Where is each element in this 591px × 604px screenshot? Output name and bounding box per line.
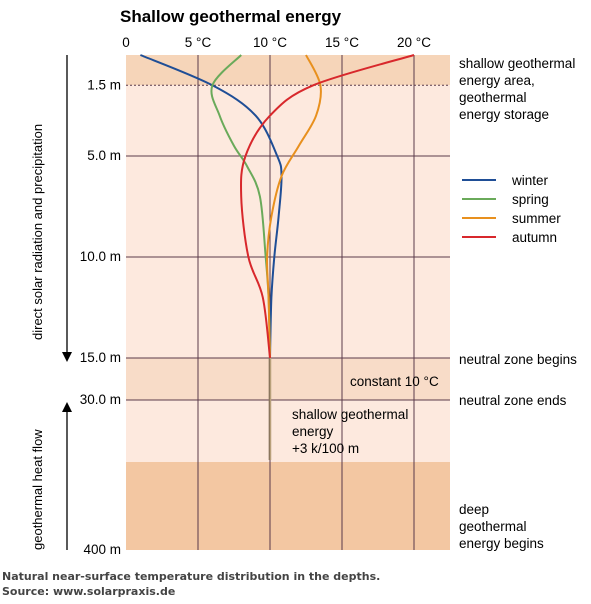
constant-temp-label: constant 10 °C [350, 374, 439, 389]
svg-text:energy storage: energy storage [459, 107, 549, 122]
down-arrow [62, 55, 72, 362]
deep-zone-label: deep geothermal energy begins [459, 502, 544, 551]
chart-title: Shallow geothermal energy [120, 7, 342, 26]
svg-text:geothermal: geothermal [459, 519, 527, 534]
zone-label-top: shallow geothermal energy area, geotherm… [459, 56, 575, 122]
series-line-summer [266, 54, 322, 359]
up-arrow [62, 402, 72, 550]
zone-neutral [126, 358, 450, 400]
side-label-upper: direct solar radiation and precipitation [30, 124, 45, 340]
x-tick-label: 5 °C [185, 35, 212, 50]
zone-shallow [126, 85, 450, 358]
side-label-lower: geothermal heat flow [30, 429, 45, 550]
svg-text:shallow geothermal: shallow geothermal [292, 407, 408, 422]
x-tick-label: 15 °C [325, 35, 359, 50]
series-lines [140, 54, 415, 460]
x-tick-label: 0 [122, 35, 130, 50]
x-tick-label: 10 °C [253, 35, 287, 50]
y-axis-ticks: 1.5 m 5.0 m 10.0 m 15.0 m 30.0 m 400 m [80, 77, 121, 557]
y-tick-label: 400 m [83, 542, 121, 557]
shallow-gradient-label: shallow geothermal energy +3 k/100 m [292, 407, 408, 456]
legend-label-spring: spring [512, 192, 549, 207]
neutral-zone-begins-label: neutral zone begins [459, 352, 577, 367]
y-tick-label: 1.5 m [87, 77, 121, 92]
legend: winter spring summer autumn [462, 173, 561, 245]
svg-text:deep: deep [459, 502, 489, 517]
svg-text:energy begins: energy begins [459, 536, 544, 551]
neutral-zone-ends-label: neutral zone ends [459, 393, 567, 408]
caption-line-2: Source: www.solarpraxis.de [2, 585, 176, 598]
legend-label-winter: winter [511, 173, 549, 188]
zone-shallow-below [126, 400, 450, 462]
caption-line-1: Natural near-surface temperature distrib… [2, 570, 381, 583]
svg-text:geothermal: geothermal [459, 90, 527, 105]
svg-text:energy area,: energy area, [459, 73, 535, 88]
svg-text:energy: energy [292, 424, 334, 439]
x-axis-ticks: 0 5 °C 10 °C 15 °C 20 °C [122, 35, 431, 50]
legend-label-autumn: autumn [512, 230, 557, 245]
y-tick-label: 15.0 m [80, 350, 121, 365]
y-tick-label: 5.0 m [87, 148, 121, 163]
zone-backgrounds [126, 55, 450, 550]
legend-label-summer: summer [512, 211, 561, 226]
y-tick-label: 30.0 m [80, 392, 121, 407]
x-tick-label: 20 °C [397, 35, 431, 50]
y-tick-label: 10.0 m [80, 249, 121, 264]
series-line-autumn [239, 54, 415, 359]
zone-deep [126, 462, 450, 550]
svg-text:+3 k/100 m: +3 k/100 m [292, 441, 359, 456]
svg-text:shallow geothermal: shallow geothermal [459, 56, 575, 71]
